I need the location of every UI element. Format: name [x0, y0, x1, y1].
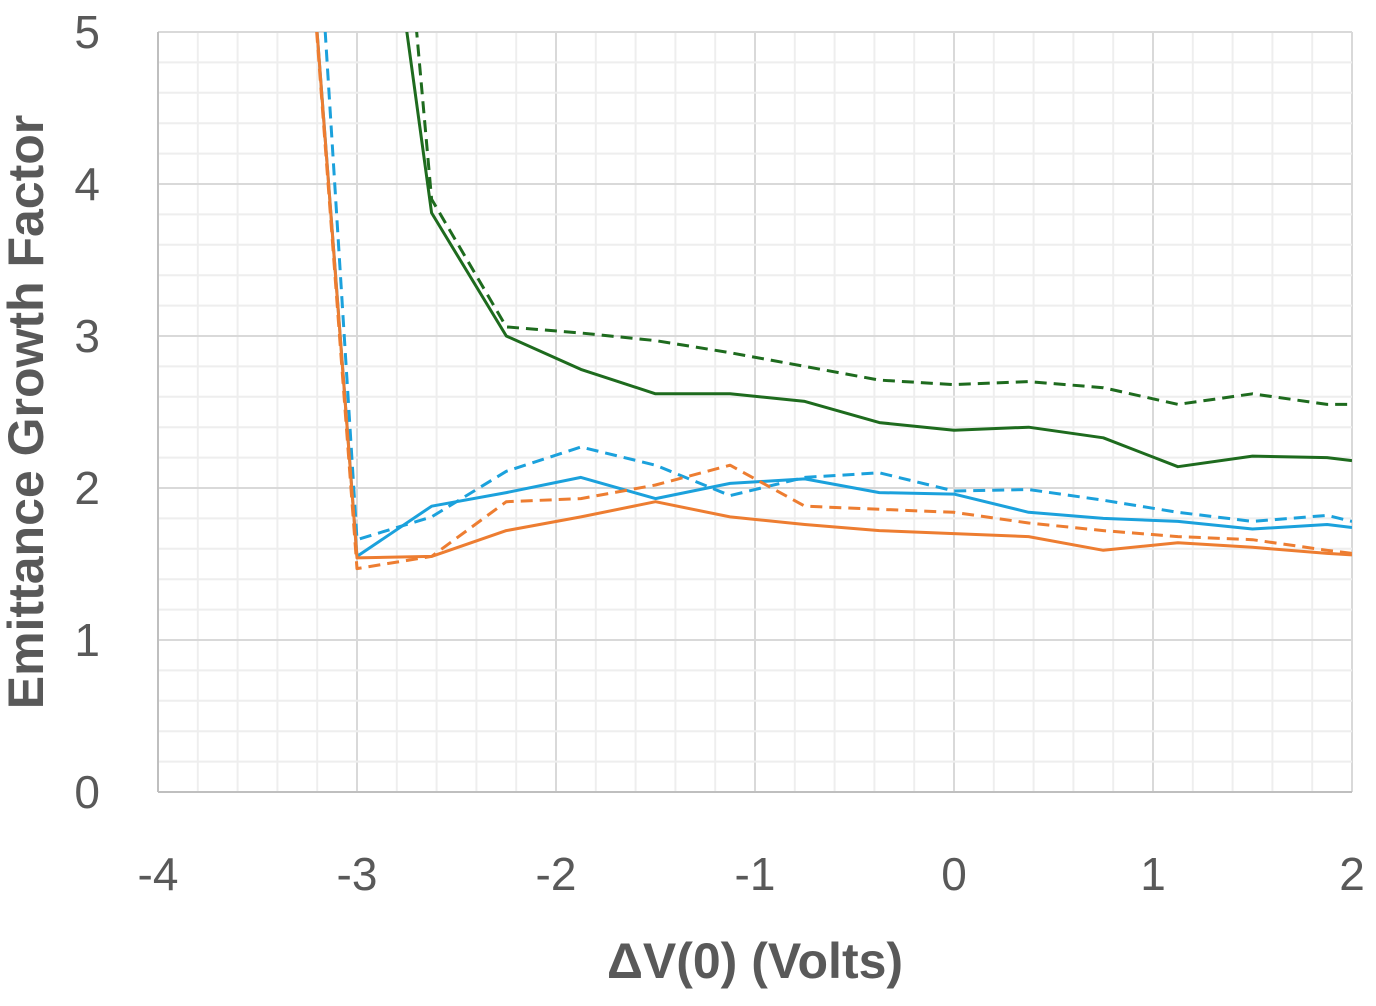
x-tick-label: -4 [138, 848, 179, 900]
series-line-green-dashed [415, 32, 1352, 406]
y-tick-label: 3 [74, 310, 100, 362]
y-tick-label: 0 [74, 766, 100, 818]
x-tick-label: 2 [1339, 848, 1365, 900]
x-axis-label: ΔV(0) (Volts) [607, 933, 903, 989]
x-tick-label: -1 [735, 848, 776, 900]
y-tick-label: 4 [74, 158, 100, 210]
series-group [315, 32, 1352, 571]
x-tick-label: -3 [337, 848, 378, 900]
x-tick-label: 0 [941, 848, 967, 900]
y-tick-label: 5 [74, 6, 100, 58]
tick-labels: -4 -3 -2 -1 0 1 2 0 1 2 3 4 5 [74, 6, 1364, 900]
x-tick-label: -2 [536, 848, 577, 900]
series-line-orange-solid [315, 32, 1352, 560]
y-tick-label: 1 [74, 614, 100, 666]
series-line-blue-solid [315, 32, 1352, 558]
series-line-orange-dashed [315, 32, 1352, 571]
y-tick-label: 2 [74, 462, 100, 514]
x-tick-label: 1 [1140, 848, 1166, 900]
series-line-blue-dashed [323, 32, 1352, 542]
series-line-green-solid [405, 32, 1352, 469]
grid [157, 31, 1353, 793]
y-axis-label: Emittance Growth Factor [0, 115, 54, 710]
